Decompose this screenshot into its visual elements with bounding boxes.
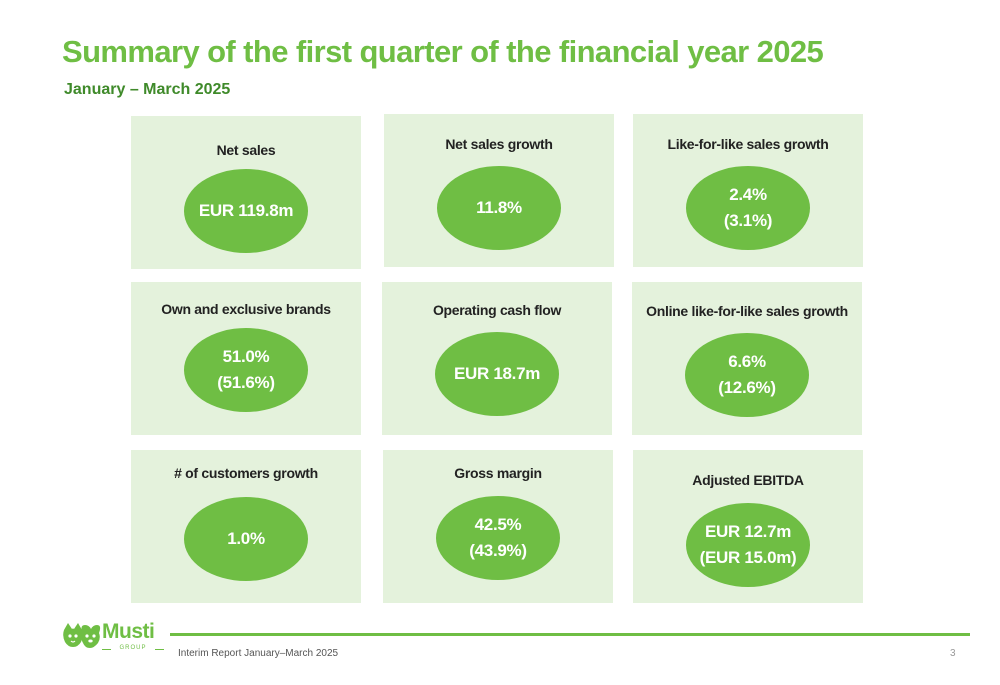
kpi-label: Own and exclusive brands <box>161 301 331 317</box>
kpi-value-bubble: 6.6% (12.6%) <box>685 333 809 417</box>
kpi-value-bubble: 1.0% <box>184 497 308 581</box>
kpi-card-net-sales: Net sales EUR 119.8m <box>131 116 361 269</box>
logo-wordmark: Musti <box>102 620 155 643</box>
kpi-value-bubble: 11.8% <box>437 166 561 250</box>
kpi-label: Net sales growth <box>445 136 553 152</box>
kpi-value: 2.4% <box>729 185 767 204</box>
kpi-label: Gross margin <box>454 465 542 481</box>
kpi-value: EUR 18.7m <box>453 364 541 383</box>
kpi-comparison-value: (43.9%) <box>469 541 527 560</box>
kpi-value: 51.0% <box>222 347 270 366</box>
kpi-card-adjusted-ebitda: Adjusted EBITDA EUR 12.7m (EUR 15.0m) <box>633 450 863 603</box>
kpi-label: Adjusted EBITDA <box>692 472 804 488</box>
kpi-value: 42.5% <box>474 515 522 534</box>
kpi-value-bubble: EUR 12.7m (EUR 15.0m) <box>686 503 810 587</box>
kpi-label: Operating cash flow <box>432 302 562 318</box>
kpi-value-bubble: 2.4% (3.1%) <box>686 166 810 250</box>
kpi-value-bubble: 51.0% (51.6%) <box>184 328 308 412</box>
page-title: Summary of the first quarter of the fina… <box>62 34 824 69</box>
kpi-value: 11.8% <box>476 198 522 217</box>
kpi-card-like-for-like-sales-growth: Like-for-like sales growth 2.4% (3.1%) <box>633 114 863 267</box>
page-subtitle: January – March 2025 <box>64 81 231 98</box>
kpi-comparison-value: (12.6%) <box>718 378 776 397</box>
kpi-value: 6.6% <box>728 352 766 371</box>
kpi-value-bubble: 42.5% (43.9%) <box>436 496 560 580</box>
kpi-label: Online like-for-like sales growth <box>646 303 848 319</box>
kpi-label: # of customers growth <box>174 465 318 481</box>
kpi-comparison-value: (3.1%) <box>723 211 773 230</box>
kpi-comparison-value: (EUR 15.0m) <box>699 548 797 567</box>
kpi-value: EUR 119.8m <box>198 201 294 220</box>
kpi-value: EUR 12.7m <box>704 522 792 541</box>
kpi-card-own-and-exclusive-brands: Own and exclusive brands 51.0% (51.6%) <box>131 282 361 435</box>
paw-cat-dog-logo-icon <box>63 623 101 648</box>
kpi-card-gross-margin: Gross margin 42.5% (43.9%) <box>383 450 613 603</box>
kpi-card-operating-cash-flow: Operating cash flow EUR 18.7m <box>382 282 612 435</box>
kpi-label: Net sales <box>216 142 276 158</box>
kpi-value-bubble: EUR 18.7m <box>435 332 559 416</box>
kpi-comparison-value: (51.6%) <box>217 373 275 392</box>
page-number: 3 <box>950 648 956 659</box>
logo-subtext: GROUP <box>102 645 164 651</box>
kpi-card-net-sales-growth: Net sales growth 11.8% <box>384 114 614 267</box>
kpi-value: 1.0% <box>227 529 265 548</box>
footer-divider <box>170 633 970 636</box>
kpi-label: Like-for-like sales growth <box>667 136 829 152</box>
footer-report-title: Interim Report January–March 2025 <box>178 648 339 659</box>
kpi-card-online-like-for-like-sales-growth: Online like-for-like sales growth 6.6% (… <box>632 282 862 435</box>
kpi-value-bubble: EUR 119.8m <box>184 169 308 253</box>
kpi-card-customers-growth: # of customers growth 1.0% <box>131 450 361 603</box>
musti-group-logo: Musti GROUP <box>62 620 164 654</box>
